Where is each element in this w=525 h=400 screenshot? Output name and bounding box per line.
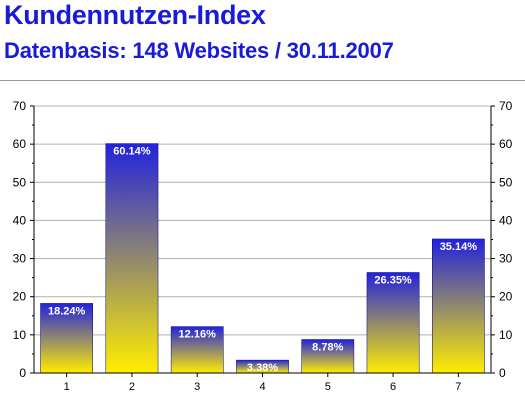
y-tick-label-left: 30	[13, 252, 27, 266]
y-tick-label-right: 20	[499, 290, 513, 304]
header-divider	[0, 80, 525, 81]
axes	[30, 105, 495, 377]
x-tick-label: 1	[64, 381, 70, 393]
bar	[105, 143, 159, 374]
x-tick-label: 6	[390, 381, 396, 393]
bar-data-label: 8.78%	[312, 342, 343, 354]
y-tick-label-right: 50	[499, 175, 513, 189]
y-tick-label-right: 70	[499, 99, 513, 113]
y-tick-label-left: 60	[13, 137, 27, 151]
labels: 0 0 10 10 20 20 30 30 40 40 50 50 60 60 70 70 18.24% 1 60.…	[13, 99, 513, 393]
bar-data-label: 35.14%	[440, 241, 478, 253]
y-tick-label-right: 0	[499, 366, 506, 380]
bar-data-label: 18.24%	[48, 305, 86, 317]
bar	[170, 326, 224, 374]
x-tick-label: 5	[325, 381, 331, 393]
y-tick-label-left: 50	[13, 175, 27, 189]
y-tick-label-right: 60	[499, 137, 513, 151]
y-tick-label-left: 40	[13, 213, 27, 227]
gridlines	[34, 105, 491, 336]
bars	[40, 143, 485, 374]
x-tick-label: 7	[455, 381, 461, 393]
y-tick-label-left: 0	[19, 366, 26, 380]
bar-data-label: 26.35%	[374, 274, 412, 286]
y-tick-label-right: 30	[499, 252, 513, 266]
chart-title: Kundennutzen-Index	[4, 0, 266, 30]
x-tick-label: 4	[259, 381, 265, 393]
bar-chart: 0 0 10 10 20 20 30 30 40 40 50 50 60 60 70 70 18.24% 1 60.…	[13, 99, 513, 393]
y-tick-label-left: 70	[13, 99, 27, 113]
y-tick-label-right: 10	[499, 328, 513, 342]
bar-data-label: 3.38%	[247, 362, 278, 374]
chart-subtitle: Datenbasis: 148 Websites / 30.11.2007	[4, 38, 394, 63]
x-tick-label: 2	[129, 381, 135, 393]
y-tick-label-left: 10	[13, 328, 27, 342]
bar	[301, 339, 355, 374]
bar	[431, 238, 485, 374]
bar	[366, 272, 420, 374]
x-tick-label: 3	[194, 381, 200, 393]
bar-data-label: 12.16%	[179, 329, 217, 341]
bar-data-label: 60.14%	[113, 146, 151, 158]
y-tick-label-left: 20	[13, 290, 27, 304]
y-tick-label-right: 40	[499, 213, 513, 227]
